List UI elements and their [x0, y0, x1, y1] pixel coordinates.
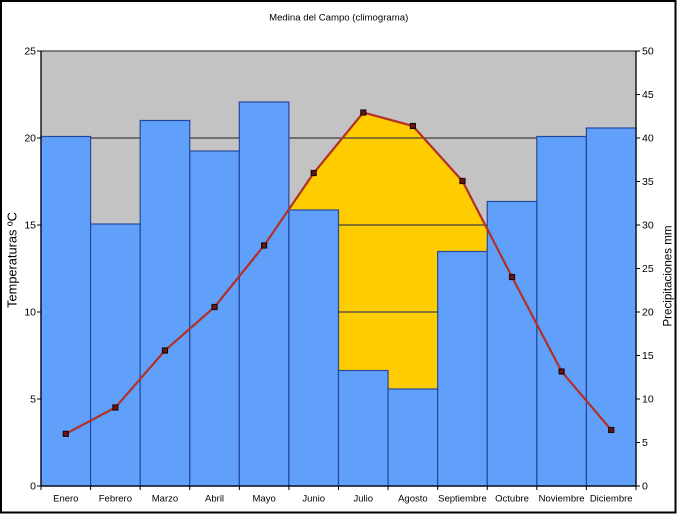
svg-text:50: 50 [642, 46, 654, 58]
svg-text:0: 0 [30, 481, 36, 493]
svg-text:20: 20 [24, 133, 36, 145]
svg-text:25: 25 [642, 263, 654, 275]
svg-text:Marzo: Marzo [152, 494, 178, 505]
svg-text:Abril: Abril [205, 494, 224, 505]
svg-text:20: 20 [642, 307, 654, 319]
svg-text:45: 45 [642, 89, 654, 101]
svg-text:5: 5 [642, 437, 648, 449]
svg-text:Febrero: Febrero [99, 494, 132, 505]
svg-text:10: 10 [24, 307, 36, 319]
svg-text:Temperaturas ºC: Temperaturas ºC [5, 212, 20, 308]
svg-text:15: 15 [24, 220, 36, 232]
svg-text:Septiembre: Septiembre [438, 494, 487, 505]
svg-text:Mayo: Mayo [253, 494, 276, 505]
svg-text:5: 5 [30, 394, 36, 406]
svg-text:Junio: Junio [302, 494, 325, 505]
svg-text:35: 35 [642, 176, 654, 188]
svg-text:Diciembre: Diciembre [590, 494, 633, 505]
svg-text:Noviembre: Noviembre [539, 494, 585, 505]
svg-text:Medina del Campo (climograma): Medina del Campo (climograma) [269, 13, 408, 24]
svg-text:15: 15 [642, 350, 654, 362]
svg-text:Agosto: Agosto [398, 494, 428, 505]
svg-text:10: 10 [642, 394, 654, 406]
svg-text:Octubre: Octubre [495, 494, 529, 505]
svg-text:Julio: Julio [354, 494, 374, 505]
svg-text:Precipitaciones mm: Precipitaciones mm [662, 225, 675, 326]
svg-text:Enero: Enero [53, 494, 78, 505]
svg-text:30: 30 [642, 220, 654, 232]
svg-text:25: 25 [24, 46, 36, 58]
svg-text:0: 0 [642, 481, 648, 493]
svg-text:40: 40 [642, 133, 654, 145]
